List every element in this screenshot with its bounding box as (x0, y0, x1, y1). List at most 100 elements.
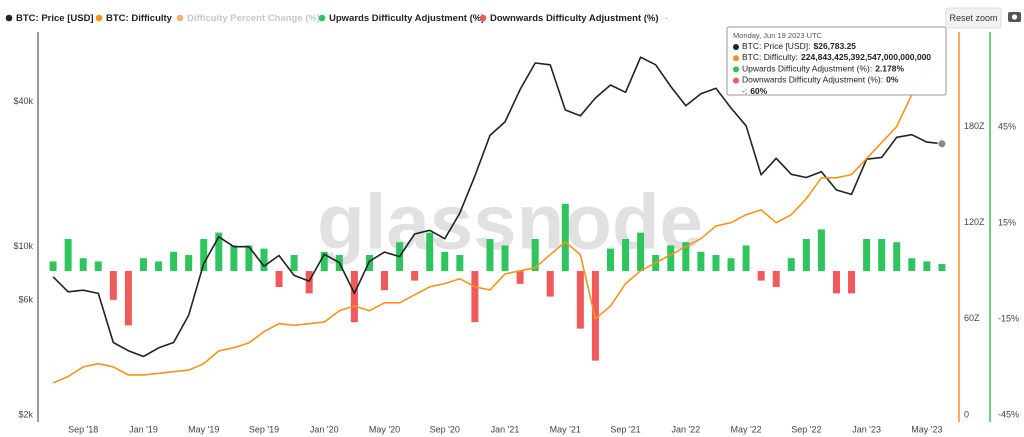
legend-label[interactable]: Upwards Difficulty Adjustment (%) (329, 13, 484, 24)
bar (637, 232, 645, 272)
line (52, 54, 943, 384)
tooltip-row: Downwards Difficulty Adjustment (%): 0% (742, 75, 899, 85)
tooltip-value: 60% (750, 86, 767, 96)
bar (185, 255, 193, 272)
bar (456, 255, 464, 272)
camera-button[interactable] (1008, 12, 1021, 22)
bar (697, 251, 705, 272)
bar (787, 258, 795, 272)
bar (667, 245, 675, 272)
legend-label[interactable]: Difficulty Percent Change (%) (187, 13, 320, 24)
bar (230, 245, 238, 272)
legend-label[interactable]: Downwards Difficulty Adjustment (%) (490, 13, 659, 24)
bar (772, 271, 780, 288)
y3-tick-label: -45% (998, 409, 1019, 419)
tooltip-value: $26,783.25 (813, 41, 856, 51)
bar (516, 271, 524, 284)
tooltip-label: Upwards Difficulty Adjustment (%): (742, 64, 872, 74)
bar (682, 242, 690, 272)
legend-item[interactable]: BTC: Price [USD] (5, 13, 94, 24)
legend-swatch[interactable] (5, 14, 13, 22)
x-tick-label: Sep '22 (791, 424, 821, 434)
tooltip-swatch (733, 77, 739, 84)
bar (260, 248, 268, 272)
tooltip-row: -: 60% (742, 86, 768, 96)
watermark: glassnode (317, 178, 703, 266)
y3-tick-label: -15% (998, 313, 1019, 323)
y-tick-label: $10k (13, 241, 33, 251)
tooltip-row: BTC: Price [USD]: $26,783.25 (742, 41, 856, 51)
legend-label[interactable]: - (665, 13, 668, 24)
bar (908, 258, 916, 272)
bar (411, 271, 419, 281)
bar (350, 271, 358, 323)
tooltip-box (726, 26, 947, 96)
legend: BTC: Price [USD] BTC: Difficulty Difficult… (5, 13, 668, 24)
y-tick-label: $6k (18, 295, 33, 305)
bar (561, 203, 569, 272)
x-tick-label: Sep '20 (430, 424, 460, 434)
bar (802, 239, 810, 272)
bar (832, 271, 840, 294)
bar (275, 271, 283, 288)
legend-swatch[interactable] (479, 14, 487, 22)
tooltip-swatch (733, 55, 739, 62)
x-tick-label: Jan '21 (491, 424, 520, 434)
x-tick-label: Sep '19 (249, 424, 279, 434)
tooltip-value: 224,843,425,392,547,000,000,000 (801, 52, 931, 62)
x-tick-label: May '21 (550, 424, 581, 434)
bar (109, 271, 117, 300)
hover-point (937, 139, 947, 149)
y2-tick-label: 0 (964, 409, 969, 419)
y2-tick-label: 60Z (964, 313, 980, 323)
legend-item[interactable]: BTC: Difficulty (95, 13, 173, 24)
bar (757, 271, 765, 281)
legend-label[interactable]: BTC: Price [USD] (16, 13, 94, 24)
x-tick-label: May '20 (369, 424, 400, 434)
bar (64, 239, 72, 272)
y-tick-label: $2k (18, 409, 33, 419)
legend-item[interactable]: Difficulty Percent Change (%) (176, 13, 320, 24)
camera-lens[interactable] (1011, 14, 1018, 20)
tooltip-label: Downwards Difficulty Adjustment (%): (742, 75, 883, 85)
bar (94, 261, 102, 272)
bar (200, 239, 208, 272)
reset-zoom-box[interactable] (945, 7, 1002, 29)
bar (863, 239, 871, 272)
bar (139, 258, 147, 272)
bar (546, 271, 554, 297)
bar (426, 232, 434, 272)
y2-tick-label: 120Z (964, 217, 985, 227)
legend-swatch[interactable] (95, 14, 103, 22)
bar (712, 255, 720, 272)
bar (606, 248, 614, 272)
bar (938, 264, 946, 272)
legend-label[interactable]: BTC: Difficulty (106, 13, 173, 24)
tooltip-value: 0% (886, 75, 899, 85)
legend-swatch[interactable] (176, 14, 184, 22)
legend-item[interactable]: Upwards Difficulty Adjustment (%) (318, 13, 485, 24)
y2-tick-label: 180Z (964, 121, 985, 131)
bar (923, 261, 931, 272)
legend-item[interactable]: - (665, 13, 668, 24)
bar (622, 239, 630, 272)
x-tick-label: Jan '22 (671, 424, 700, 434)
y3-tick-label: 45% (998, 121, 1016, 131)
reset-zoom-button[interactable]: Reset zoom (945, 7, 1002, 29)
tooltip-label: BTC: Difficulty: (742, 52, 798, 62)
bar (878, 239, 886, 272)
bar (817, 229, 825, 272)
bar (727, 258, 735, 272)
reset-zoom-label[interactable]: Reset zoom (949, 13, 997, 23)
tooltip-label: -: (742, 86, 747, 96)
legend-swatch[interactable] (318, 14, 326, 22)
bar (124, 271, 132, 326)
bar (49, 261, 57, 272)
legend-item[interactable]: Downwards Difficulty Adjustment (%) (479, 13, 659, 24)
x-tick-label: Jan '23 (852, 424, 881, 434)
bar (471, 271, 479, 323)
x-tick-label: Sep '18 (68, 424, 98, 434)
bar (305, 271, 313, 294)
